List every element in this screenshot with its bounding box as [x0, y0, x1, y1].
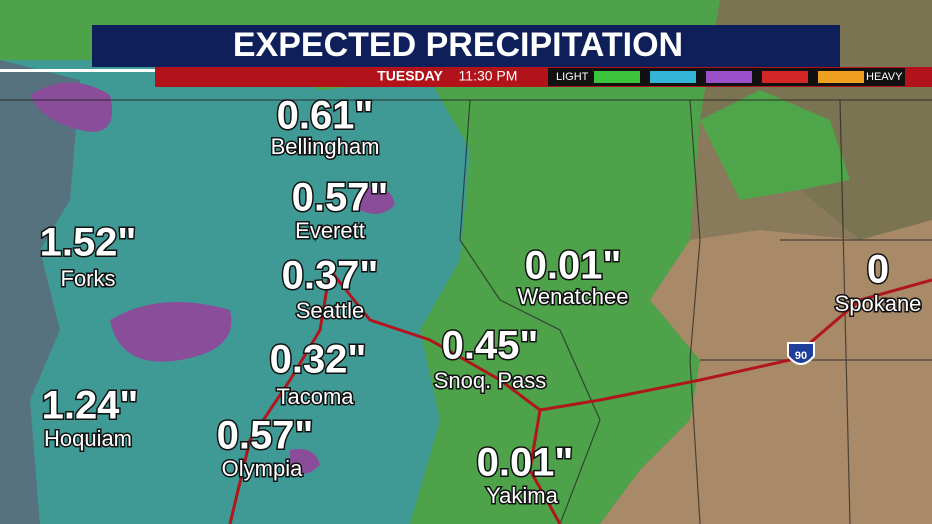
legend-swatch: [706, 71, 752, 83]
legend-heavy: HEAVY: [866, 71, 903, 83]
coast-ocean: [0, 60, 80, 524]
city-name: Tacoma: [276, 384, 354, 409]
city-name: Snoq. Pass: [434, 368, 547, 393]
city-name: Seattle: [296, 298, 365, 323]
legend-swatch: [650, 71, 696, 83]
precip-purple: [290, 449, 320, 474]
border: [459, 99, 601, 524]
time: 11:30 PM: [459, 68, 518, 84]
precip-purple: [360, 187, 395, 214]
precip-amount: 0.57": [217, 414, 314, 458]
legend-swatch: [594, 71, 640, 83]
shield-label: 90: [795, 350, 807, 362]
highway-shield: 90: [787, 342, 815, 365]
precip-amount: 0.32": [270, 338, 367, 382]
precip-amount: 1.24": [42, 384, 139, 428]
shield-shape: [787, 342, 815, 365]
precip-amount: 0.45": [442, 324, 539, 368]
precip-teal: [0, 60, 470, 524]
precip-amount: 0.37": [282, 254, 379, 298]
precip-amount: 1.52": [40, 221, 137, 265]
road: [528, 409, 562, 524]
city-name: Yakima: [486, 483, 558, 508]
precip-green-ne: [700, 90, 850, 200]
city-name: Everett: [295, 218, 365, 243]
city-name: Olympia: [222, 456, 303, 481]
title-bar: [92, 25, 840, 67]
city-name: Hoquiam: [44, 426, 132, 451]
city-name: Spokane: [835, 291, 922, 316]
city-name: Bellingham: [271, 134, 380, 159]
city-name: Forks: [61, 266, 116, 291]
title: EXPECTED PRECIPITATION: [233, 26, 683, 64]
legend-swatch: [762, 71, 808, 83]
city-name: Wenatchee: [518, 284, 629, 309]
precip-amount: 0: [867, 248, 889, 292]
precip-amount: 0.01": [477, 441, 574, 485]
road: [328, 269, 932, 412]
day: TUESDAY: [377, 68, 443, 84]
precip-purple: [110, 302, 232, 362]
legend-swatch: [818, 71, 864, 83]
precip-purple: [30, 82, 112, 132]
precip-amount: 0.57": [292, 176, 389, 220]
legend-light: LIGHT: [556, 71, 589, 83]
rule: [0, 69, 155, 72]
road: [228, 269, 332, 524]
precip-amount: 0.01": [525, 244, 622, 288]
terrain-east: [600, 220, 932, 524]
precip-amount: 0.61": [277, 94, 374, 138]
